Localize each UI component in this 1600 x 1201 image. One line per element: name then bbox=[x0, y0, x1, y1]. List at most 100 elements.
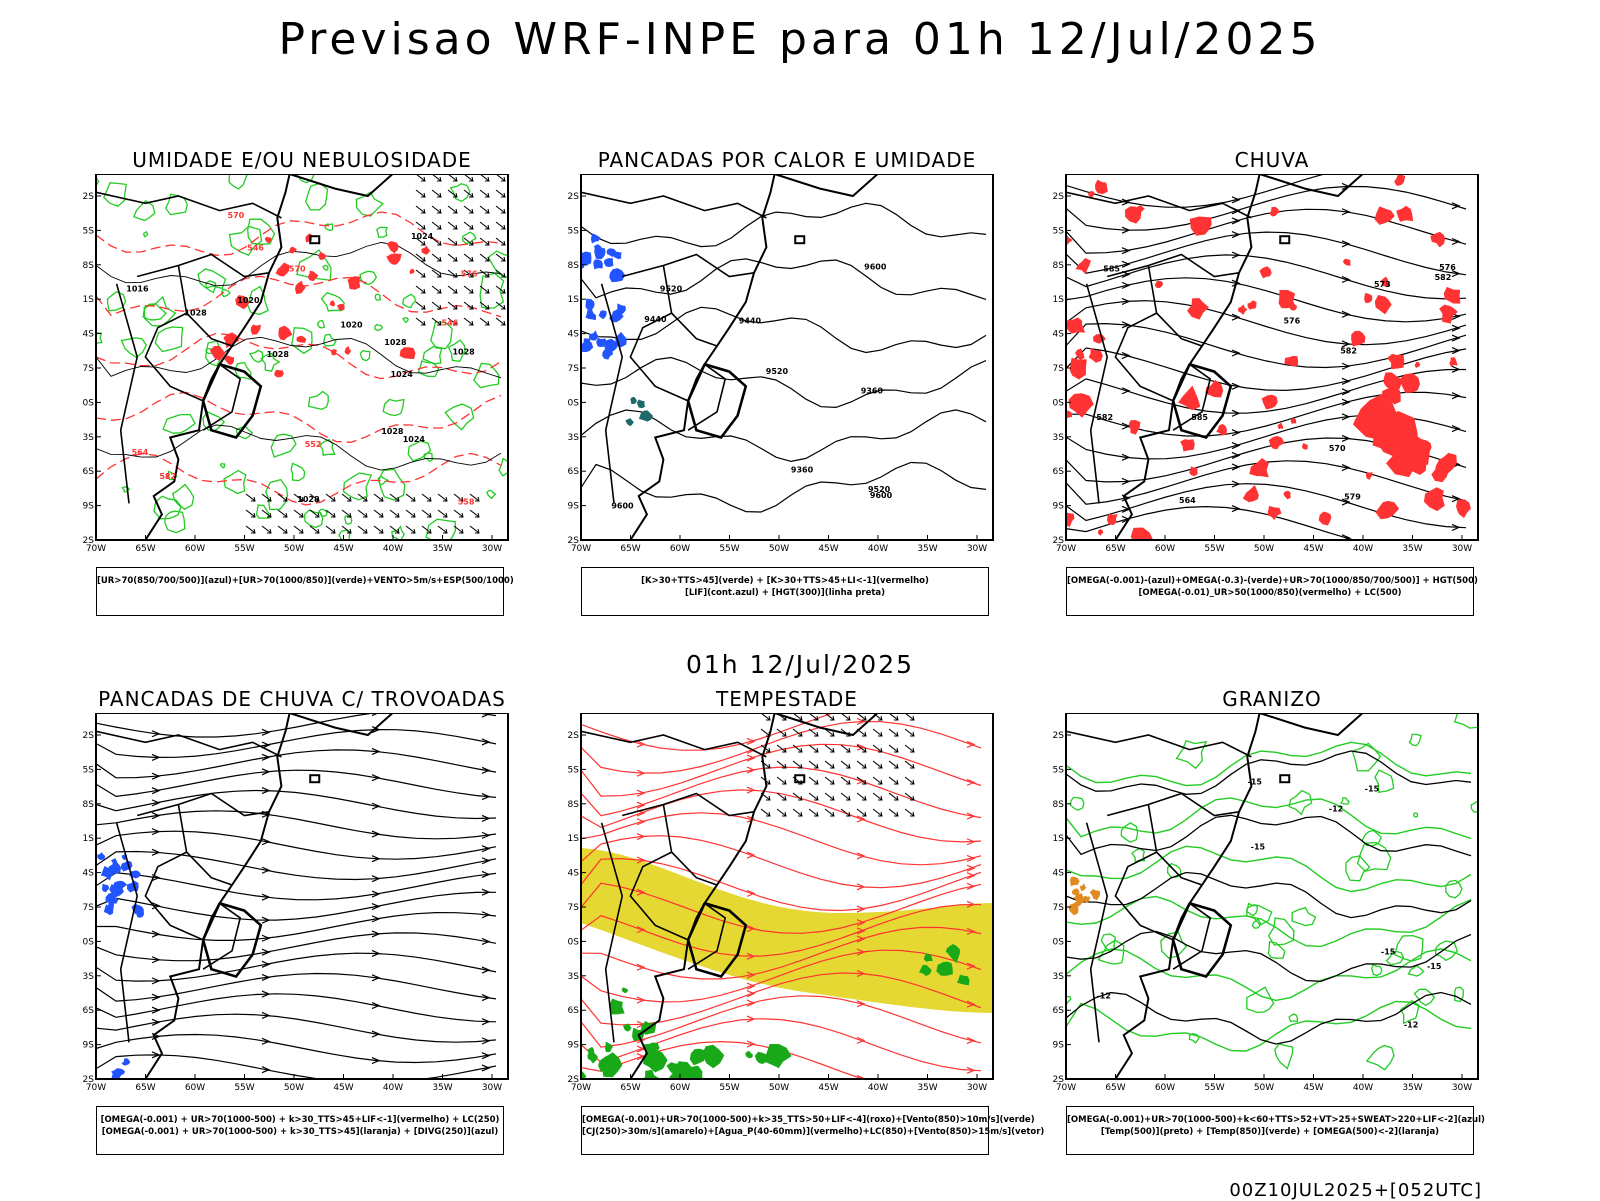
lat-tick-label: 30S bbox=[567, 398, 579, 408]
contour-label: 585 bbox=[1191, 413, 1208, 422]
lat-tick-label: 21S bbox=[567, 834, 579, 844]
panel-title: GRANIZO bbox=[1222, 687, 1322, 711]
legend-line: [OMEGA(-0.01)_UR>50(1000/850)(vermelho) … bbox=[1138, 588, 1402, 598]
lat-tick-label: 21S bbox=[1052, 834, 1064, 844]
contour-label: -12 bbox=[1329, 804, 1343, 813]
map-plot: 9600952096009440952096009520944093609360… bbox=[567, 174, 994, 554]
lat-tick-label: 39S bbox=[567, 502, 579, 512]
panel-title: UMIDADE E/OU NEBULOSIDADE bbox=[132, 148, 472, 172]
panel-title: CHUVA bbox=[1234, 148, 1310, 172]
contour-label: 582 bbox=[1340, 347, 1357, 356]
lon-tick-label: 50W bbox=[284, 544, 304, 554]
lat-tick-label: 42S bbox=[567, 1075, 579, 1085]
contour-label: 1024 bbox=[391, 370, 414, 379]
lat-tick-label: 33S bbox=[82, 972, 94, 982]
lon-tick-label: 35W bbox=[917, 1083, 937, 1093]
lat-tick-label: 27S bbox=[82, 364, 94, 374]
panel-legend: [OMEGA(-0.001)-(azul)+OMEGA(-0.3)-(verde… bbox=[1066, 567, 1478, 616]
lon-tick-label: 40W bbox=[383, 1083, 403, 1093]
lat-tick-label: 36S bbox=[82, 1006, 94, 1016]
contour-label: 9360 bbox=[791, 466, 814, 475]
lat-tick-label: 12S bbox=[82, 192, 94, 202]
contour-label: 1028 bbox=[452, 347, 475, 356]
lat-tick-label: 42S bbox=[1052, 1075, 1064, 1085]
lat-tick-label: 33S bbox=[82, 433, 94, 443]
contour-label: 9600 bbox=[870, 491, 893, 500]
contour-label: 570 bbox=[289, 264, 306, 273]
lat-tick-label: 12S bbox=[567, 731, 579, 741]
lat-tick-label: 39S bbox=[567, 1041, 579, 1051]
map-panel: GRANIZO -12 -15 -15 -15 -15 -12 -15 -12 12S 15S 18S… bbox=[1052, 687, 1492, 1157]
contour-label: 1020 bbox=[237, 296, 260, 305]
contour-label: 1028 bbox=[381, 427, 404, 436]
lat-tick-label: 42S bbox=[1052, 536, 1064, 546]
panel-legend: [K>30+TTS>45](verde) + [K>30+TTS>45+LI<-… bbox=[581, 567, 989, 616]
legend-line: [K>30+TTS>45](verde) + [K>30+TTS>45+LI<-… bbox=[641, 576, 929, 586]
lat-tick-label: 33S bbox=[1052, 972, 1064, 982]
lon-tick-label: 55W bbox=[1204, 544, 1224, 554]
lat-tick-label: 18S bbox=[82, 800, 94, 810]
lat-tick-label: 21S bbox=[567, 295, 579, 305]
lat-tick-label: 21S bbox=[1052, 295, 1064, 305]
lon-tick-label: 70W bbox=[1056, 544, 1076, 554]
lat-tick-label: 36S bbox=[82, 467, 94, 477]
lon-tick-label: 35W bbox=[432, 544, 452, 554]
contour-label: 1016 bbox=[126, 284, 149, 293]
lat-tick-label: 15S bbox=[82, 765, 94, 775]
lat-tick-label: 12S bbox=[82, 731, 94, 741]
contour-label: 9600 bbox=[611, 502, 634, 511]
contour-label: 570 bbox=[1329, 444, 1346, 453]
map-plot: 582 582 570 576 585 579 576 573 564 582 585 12S 15S 1… bbox=[1052, 174, 1479, 554]
contour-label: 558 bbox=[458, 497, 475, 506]
lon-tick-label: 50W bbox=[1254, 544, 1274, 554]
page-title: Previsao WRF-INPE para 01h 12/Jul/2025 bbox=[278, 14, 1322, 65]
mid-time-label: 01h 12/Jul/2025 bbox=[685, 650, 915, 679]
lon-tick-label: 60W bbox=[670, 544, 690, 554]
map-panel: PANCADAS POR CALOR E UMIDADE 9600 9520 9600… bbox=[567, 148, 1007, 618]
contour-label: 9440 bbox=[739, 317, 762, 326]
lat-tick-label: 21S bbox=[82, 834, 94, 844]
map-panel: TEMPESTADE 12S 15S 18S 21S 24S 27S 30S 33S 36S 39S… bbox=[567, 687, 1044, 1157]
contour-label: 573 bbox=[1374, 280, 1391, 289]
panel-legend: [OMEGA(-0.001)+UR>70(1000-500)+k>35_TTS>… bbox=[581, 1106, 1044, 1155]
lat-tick-label: 21S bbox=[82, 295, 94, 305]
lat-tick-label: 30S bbox=[82, 398, 94, 408]
lat-tick-label: 18S bbox=[1052, 800, 1064, 810]
lon-tick-label: 30W bbox=[1452, 544, 1472, 554]
lat-tick-label: 24S bbox=[1052, 330, 1064, 340]
lat-tick-label: 39S bbox=[1052, 502, 1064, 512]
lat-tick-label: 33S bbox=[567, 972, 579, 982]
lat-tick-label: 39S bbox=[82, 502, 94, 512]
lat-tick-label: 27S bbox=[567, 364, 579, 374]
lon-tick-label: 50W bbox=[1254, 1083, 1274, 1093]
legend-line: [Temp(500)](preto) + [Temp(850)](verde) … bbox=[1100, 1127, 1440, 1137]
lon-tick-label: 55W bbox=[234, 544, 254, 554]
lat-tick-label: 18S bbox=[82, 261, 94, 271]
contour-label: 546 bbox=[247, 243, 264, 252]
lat-tick-label: 12S bbox=[567, 192, 579, 202]
lon-tick-label: 60W bbox=[185, 1083, 205, 1093]
contour-label: 9520 bbox=[868, 485, 891, 494]
contour-label: -15 bbox=[1427, 962, 1442, 971]
lon-tick-label: 55W bbox=[719, 1083, 739, 1093]
contour-label: 1028 bbox=[384, 338, 407, 347]
lat-tick-label: 24S bbox=[82, 330, 94, 340]
lat-tick-label: 18S bbox=[567, 261, 579, 271]
lat-tick-label: 36S bbox=[1052, 467, 1064, 477]
lon-tick-label: 70W bbox=[1056, 1083, 1076, 1093]
contour-label: 579 bbox=[1344, 493, 1361, 502]
contour-label: 9360 bbox=[861, 387, 884, 396]
lon-tick-label: 30W bbox=[482, 544, 502, 554]
contour-label: 9600 bbox=[864, 262, 887, 271]
lon-tick-label: 60W bbox=[1155, 1083, 1175, 1093]
lat-tick-label: 36S bbox=[567, 467, 579, 477]
contour-label: -15 bbox=[1248, 778, 1263, 787]
contour-label: 564 bbox=[132, 448, 149, 457]
lon-tick-label: 50W bbox=[769, 1083, 789, 1093]
map-plot: 12S 15S 18S 21S 24S 27S 30S 33S 36S 39S 42S70W 65W 6… bbox=[567, 713, 994, 1093]
lon-tick-label: 50W bbox=[284, 1083, 304, 1093]
legend-line: [OMEGA(-0.001) + UR>70(1000-500) + k>30_… bbox=[100, 1115, 500, 1125]
lat-tick-label: 15S bbox=[567, 765, 579, 775]
panel-title: TEMPESTADE bbox=[716, 687, 858, 711]
panel-title: PANCADAS DE CHUVA C/ TROVOADAS bbox=[98, 687, 506, 711]
